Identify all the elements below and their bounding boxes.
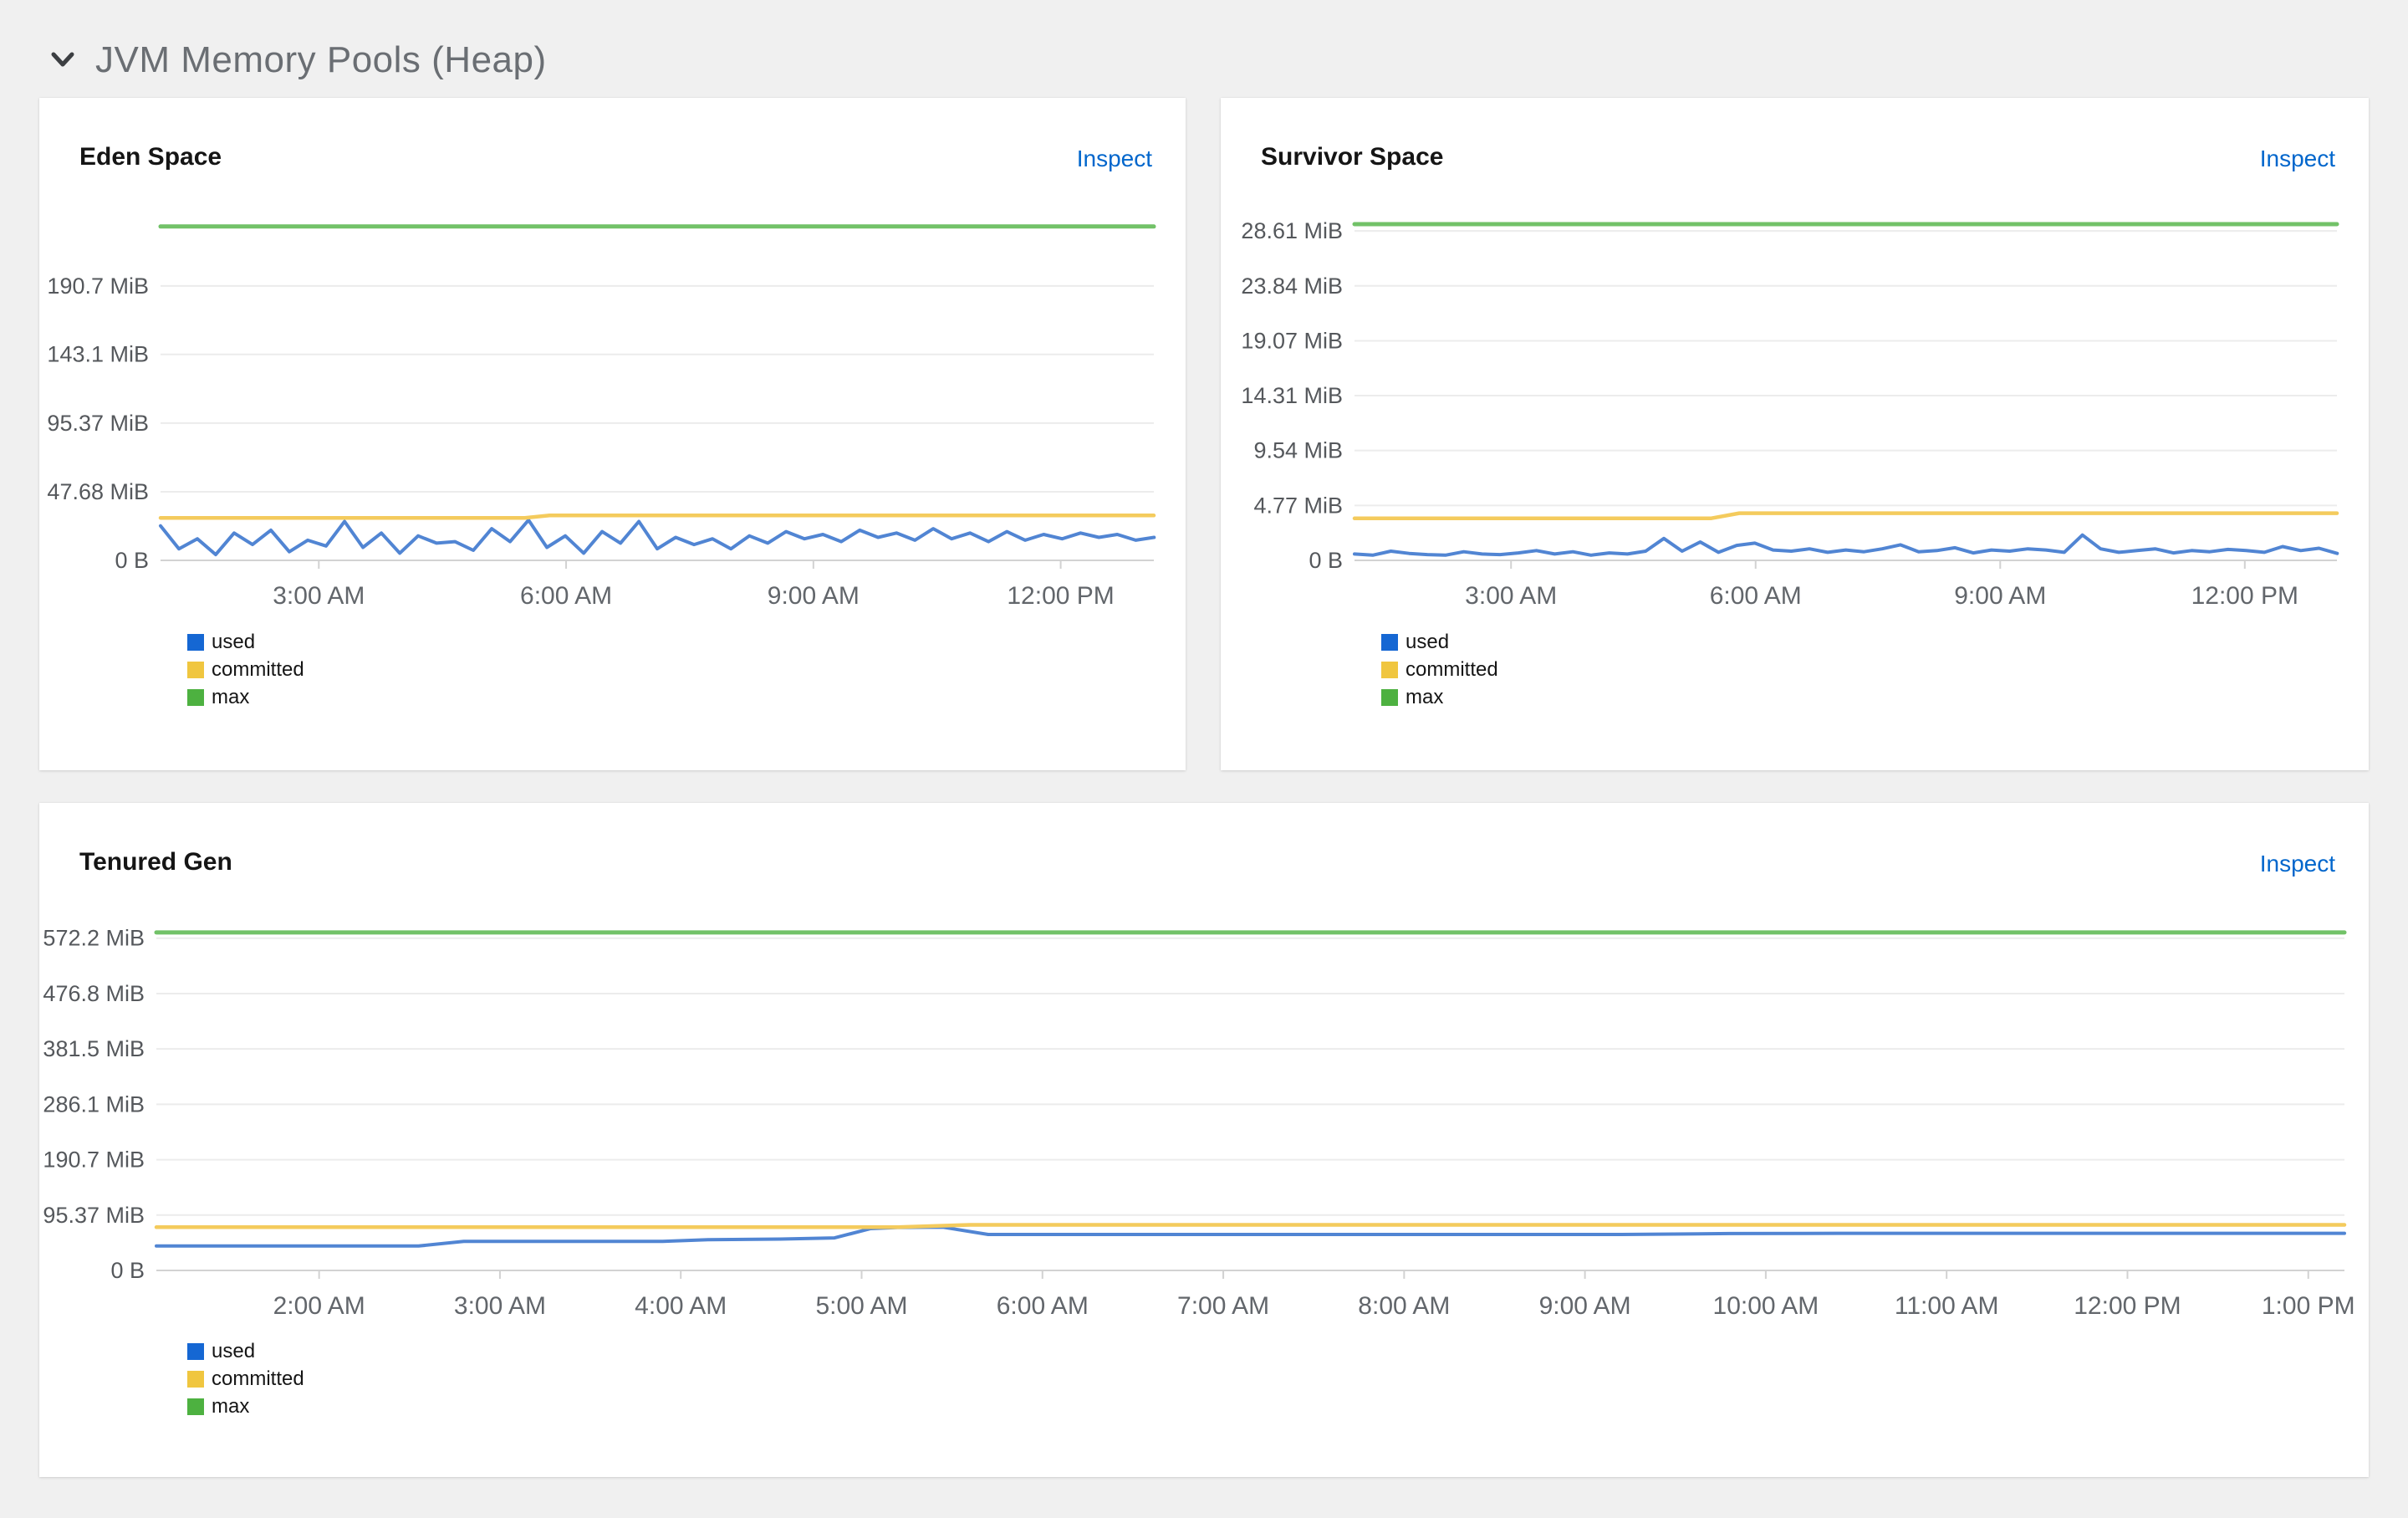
- y-axis-tick-label: 190.7 MiB: [43, 1147, 145, 1173]
- y-axis-tick-label: 47.68 MiB: [47, 479, 149, 504]
- section-jvm-memory-pools[interactable]: JVM Memory Pools (Heap): [50, 37, 547, 84]
- x-axis-tick-label: 9:00 AM: [1954, 582, 2046, 610]
- inspect-link[interactable]: Inspect: [2259, 146, 2335, 171]
- used-series-line: [1353, 533, 2339, 557]
- y-axis-tick-label: 286.1 MiB: [43, 1091, 145, 1117]
- panel-title: Tenured Gen: [79, 848, 232, 876]
- panel-title: Survivor Space: [1261, 143, 1444, 171]
- x-axis-tick-label: 12:00 PM: [2074, 1292, 2181, 1320]
- chevron-down-icon[interactable]: [50, 51, 75, 69]
- panel-title: Eden Space: [79, 143, 222, 171]
- legend-item-max: max: [187, 1395, 304, 1418]
- legend-label: committed: [1406, 658, 1498, 681]
- y-axis-tick-label: 0 B: [1309, 548, 1343, 573]
- used-swatch-icon: [187, 1342, 204, 1360]
- y-axis-tick-label: 4.77 MiB: [1253, 493, 1343, 518]
- chart-legend: used committed max: [187, 1342, 304, 1425]
- legend-item-used: used: [1381, 631, 1498, 653]
- used-series-line: [159, 518, 1156, 557]
- section-title: JVM Memory Pools (Heap): [95, 39, 547, 80]
- eden-space-chart[interactable]: 190.7 MiB 143.1 MiB 95.37 MiB 47.68 MiB 0 B 3…: [39, 98, 1186, 770]
- x-axis-tick-label: 3:00 AM: [454, 1292, 546, 1320]
- legend-item-committed: committed: [187, 658, 304, 681]
- committed-series-line: [154, 1223, 2347, 1229]
- max-swatch-icon: [1381, 688, 1398, 706]
- panel-header: Tenured Gen Inspect: [39, 803, 2369, 895]
- legend-label: max: [1406, 686, 1444, 708]
- y-axis-tick-label: 572.2 MiB: [43, 926, 145, 951]
- y-axis-tick-label: 476.8 MiB: [43, 981, 145, 1006]
- x-axis-tick-label: 3:00 AM: [273, 582, 365, 610]
- legend-item-committed: committed: [1381, 658, 1498, 681]
- x-axis-tick-label: 3:00 AM: [1465, 582, 1557, 610]
- x-axis-tick-label: 8:00 AM: [1358, 1292, 1450, 1320]
- legend-label: committed: [212, 658, 304, 681]
- x-axis-tick-label: 5:00 AM: [815, 1292, 907, 1320]
- x-axis-tick-label: 11:00 AM: [1895, 1292, 1999, 1320]
- max-swatch-icon: [187, 1398, 204, 1415]
- x-axis-tick-label: 10:00 AM: [1713, 1292, 1819, 1320]
- y-axis-tick-label: 23.84 MiB: [1241, 273, 1343, 299]
- legend-label: max: [212, 1395, 250, 1418]
- y-axis-tick-label: 143.1 MiB: [47, 342, 149, 367]
- committed-series-line: [158, 514, 1156, 520]
- x-axis-tick-label: 6:00 AM: [1710, 582, 1802, 610]
- panel-eden-space: 190.7 MiB 143.1 MiB 95.37 MiB 47.68 MiB 0 B 3…: [39, 98, 1186, 770]
- legend-item-used: used: [187, 1340, 304, 1362]
- used-series-line: [155, 1225, 2346, 1248]
- chart-legend: used committed max: [187, 631, 304, 716]
- committed-swatch-icon: [187, 1370, 204, 1388]
- panel-tenured-gen: 572.2 MiB 476.8 MiB 381.5 MiB 286.1 MiB 190.…: [39, 803, 2369, 1477]
- x-axis-tick-label: 2:00 AM: [273, 1292, 365, 1320]
- y-axis-tick-label: 14.31 MiB: [1241, 383, 1343, 408]
- x-axis-tick-label: 12:00 PM: [2191, 582, 2298, 610]
- committed-swatch-icon: [187, 661, 204, 678]
- y-axis-tick-label: 381.5 MiB: [43, 1036, 145, 1061]
- used-swatch-icon: [187, 633, 204, 651]
- tenured-gen-chart[interactable]: 572.2 MiB 476.8 MiB 381.5 MiB 286.1 MiB 190.…: [39, 803, 2369, 1477]
- legend-item-max: max: [187, 686, 304, 708]
- legend-item-used: used: [187, 631, 304, 653]
- x-axis-tick-label: 6:00 AM: [520, 582, 612, 610]
- legend-label: committed: [212, 1367, 304, 1390]
- x-axis-tick-label: 6:00 AM: [997, 1292, 1089, 1320]
- inspect-link[interactable]: Inspect: [2259, 851, 2335, 877]
- x-axis-tick-label: 7:00 AM: [1177, 1292, 1269, 1320]
- x-axis-tick-label: 9:00 AM: [1539, 1292, 1631, 1320]
- y-axis-tick-label: 19.07 MiB: [1241, 328, 1343, 353]
- y-axis-tick-label: 0 B: [115, 548, 149, 573]
- legend-label: used: [1406, 631, 1450, 653]
- x-axis-tick-label: 12:00 PM: [1007, 582, 1114, 610]
- panel-header: Eden Space Inspect: [39, 98, 1186, 190]
- x-axis-tick-label: 4:00 AM: [635, 1292, 727, 1320]
- survivor-space-chart[interactable]: 28.61 MiB 23.84 MiB 19.07 MiB 14.31 MiB 9.54…: [1221, 98, 2369, 770]
- y-axis-tick-label: 28.61 MiB: [1241, 218, 1343, 243]
- committed-series-line: [1352, 511, 2339, 521]
- x-axis-tick-label: 9:00 AM: [768, 582, 860, 610]
- used-swatch-icon: [1381, 633, 1398, 651]
- x-axis-tick-label: 1:00 PM: [2262, 1292, 2355, 1320]
- y-axis-tick-label: 9.54 MiB: [1253, 438, 1343, 463]
- legend-item-committed: committed: [187, 1367, 304, 1390]
- legend-label: used: [212, 1340, 256, 1362]
- legend-item-max: max: [1381, 686, 1498, 708]
- committed-swatch-icon: [1381, 661, 1398, 678]
- chart-legend: used committed max: [1381, 631, 1498, 716]
- inspect-link[interactable]: Inspect: [1076, 146, 1152, 171]
- max-swatch-icon: [187, 688, 204, 706]
- legend-label: max: [212, 686, 250, 708]
- y-axis-tick-label: 95.37 MiB: [43, 1203, 145, 1228]
- y-axis-tick-label: 190.7 MiB: [47, 273, 149, 299]
- y-axis-tick-label: 95.37 MiB: [47, 411, 149, 436]
- panel-header: Survivor Space Inspect: [1221, 98, 2369, 190]
- legend-label: used: [212, 631, 256, 653]
- panel-survivor-space: 28.61 MiB 23.84 MiB 19.07 MiB 14.31 MiB 9.54…: [1221, 98, 2369, 770]
- y-axis-tick-label: 0 B: [110, 1258, 145, 1283]
